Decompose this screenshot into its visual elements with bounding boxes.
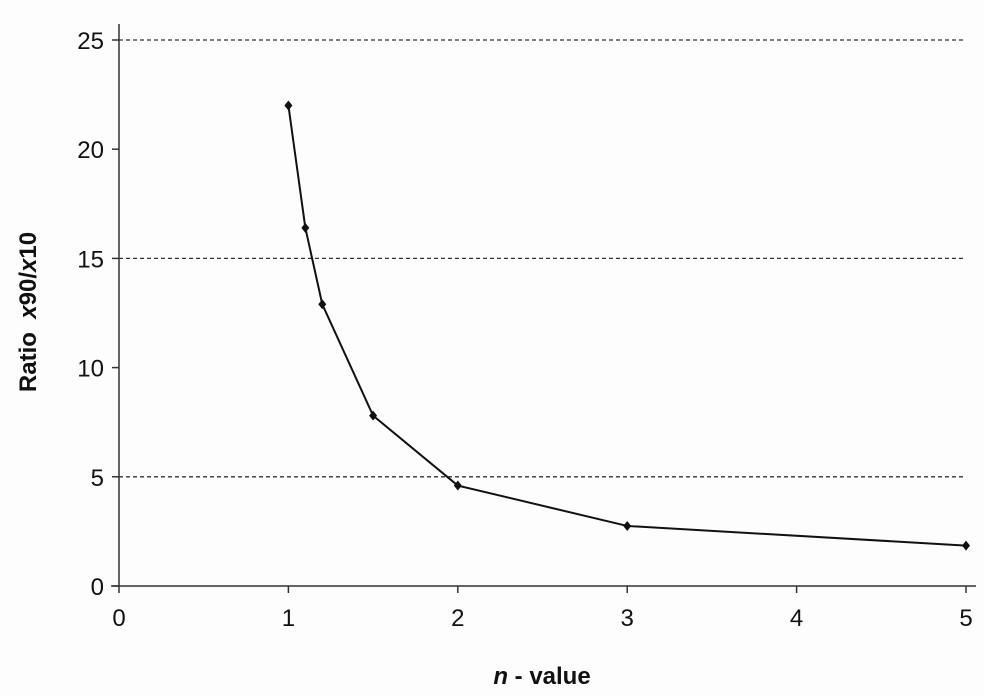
x-tick-label: 2 — [451, 605, 464, 632]
axes — [111, 24, 976, 593]
x-axis-label: n - value — [493, 663, 590, 690]
y-axis-label: Ratio x90/x10 — [15, 232, 42, 392]
y-tick-label: 15 — [77, 246, 104, 273]
y-tick-label: 25 — [77, 28, 104, 55]
y-tick-label: 0 — [91, 574, 104, 601]
x-tick-label: 3 — [621, 605, 634, 632]
gridlines — [119, 39, 966, 478]
series — [284, 100, 970, 551]
data-point — [318, 299, 327, 310]
data-point — [301, 222, 310, 233]
x-tick-label: 5 — [959, 605, 972, 632]
x-tick-label: 0 — [112, 605, 125, 632]
data-point — [962, 540, 970, 551]
series-line — [287, 105, 967, 547]
data-point — [369, 410, 378, 421]
tick-labels: 0 5 10 15 20 25 0 1 2 3 4 5 — [77, 28, 972, 632]
data-point — [623, 520, 632, 531]
data-point — [453, 480, 462, 491]
data-point — [284, 100, 293, 111]
y-tick-label: 10 — [77, 356, 104, 383]
x-tick-label: 4 — [790, 605, 803, 632]
x-tick-label: 1 — [282, 605, 295, 632]
y-tick-label: 20 — [77, 137, 104, 164]
y-tick-label: 5 — [91, 465, 104, 492]
